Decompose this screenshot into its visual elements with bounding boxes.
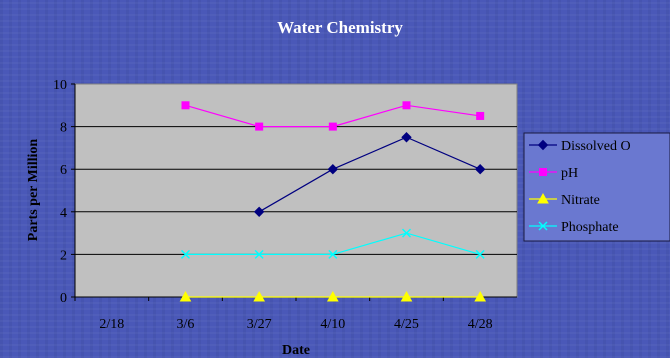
x-axis-ticks: 2/18 3/6 3/27 4/10 4/25 4/28 — [74, 297, 493, 332]
series-layer — [179, 101, 487, 302]
data-point-dissolved-o — [401, 132, 412, 143]
data-point-nitrate — [474, 290, 487, 302]
data-point-ph — [181, 101, 190, 110]
y-tick-label: 0 — [60, 291, 67, 306]
data-point-phosphate — [475, 249, 485, 259]
legend-item-phosphate: Phosphate — [529, 220, 619, 235]
y-tick-label: 2 — [60, 248, 67, 263]
x-tick-label: 4/28 — [468, 317, 493, 332]
legend-marker — [539, 168, 547, 176]
series-ph — [181, 101, 485, 131]
legend-label: Dissolved O — [561, 139, 631, 154]
x-tick-label: 3/6 — [177, 317, 195, 332]
legend-marker — [537, 139, 549, 151]
data-point-ph — [402, 101, 411, 110]
legend-items: Dissolved O pH Nitrate Phosphate — [529, 139, 631, 235]
data-point-phosphate — [401, 228, 412, 238]
data-point-phosphate — [180, 249, 191, 259]
legend-item-nitrate: Nitrate — [529, 192, 600, 208]
series-phosphate — [180, 228, 485, 259]
marker-stroke — [180, 249, 191, 259]
marker-stroke — [254, 249, 264, 259]
legend-label: Phosphate — [561, 220, 619, 235]
y-tick-label: 6 — [60, 163, 67, 178]
data-point-ph — [476, 111, 485, 120]
y-axis-ticks: 0 2 4 6 8 10 — [53, 78, 75, 306]
data-point-ph — [255, 122, 264, 131]
data-point-dissolved-o — [327, 163, 339, 175]
series-line-dissolved-o — [258, 136, 481, 213]
data-point-nitrate — [253, 290, 266, 302]
data-point-nitrate — [326, 290, 339, 302]
x-tick-label: 3/27 — [247, 317, 272, 332]
data-point-dissolved-o — [253, 206, 265, 218]
marker-stroke — [538, 221, 548, 231]
y-axis-label: Parts per Million — [26, 139, 41, 242]
x-axis-label: Date — [282, 343, 310, 358]
data-point-phosphate — [328, 249, 338, 259]
x-tick-label: 4/25 — [394, 317, 419, 332]
legend-marker — [538, 221, 548, 231]
legend-box — [523, 132, 670, 242]
chart-title: Water Chemistry — [277, 18, 403, 37]
data-point-dissolved-o — [474, 163, 486, 175]
y-tick-label: 4 — [60, 206, 67, 221]
x-tick-label: 4/10 — [320, 317, 345, 332]
legend-label: Nitrate — [561, 193, 600, 208]
marker-stroke — [475, 249, 485, 259]
series-dissolved-o — [253, 132, 486, 218]
y-tick-label: 10 — [53, 78, 67, 93]
y-tick-label: 8 — [60, 121, 67, 136]
series-nitrate — [179, 290, 487, 302]
data-point-ph — [328, 122, 337, 131]
data-point-nitrate — [179, 290, 192, 302]
legend-label: pH — [561, 166, 578, 181]
x-tick-label: 2/18 — [99, 317, 124, 332]
data-point-nitrate — [400, 290, 413, 302]
marker-stroke — [328, 249, 338, 259]
legend: Dissolved O pH Nitrate Phosphate — [523, 132, 670, 242]
legend-item-dissolved-o: Dissolved O — [529, 139, 631, 154]
legend-item-ph: pH — [529, 166, 578, 181]
marker-stroke — [401, 228, 412, 238]
data-point-phosphate — [254, 249, 264, 259]
legend-marker — [537, 192, 549, 204]
